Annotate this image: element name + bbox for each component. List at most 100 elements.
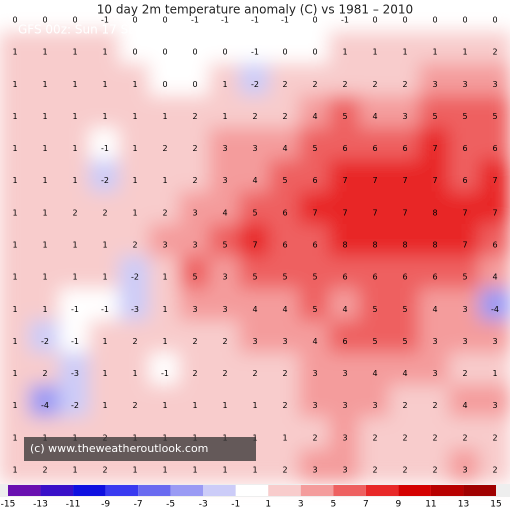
anomaly-value: 4 (492, 273, 497, 282)
anomaly-cell (0, 159, 31, 194)
anomaly-cell (239, 256, 271, 291)
anomaly-value: 2 (282, 401, 287, 410)
anomaly-cell (239, 288, 271, 323)
colorbar-bin (73, 485, 106, 496)
anomaly-cell (89, 159, 121, 194)
anomaly-value: 3 (462, 80, 467, 89)
anomaly-value: 2 (282, 465, 287, 474)
anomaly-cell (0, 0, 31, 34)
anomaly-value: 1 (12, 241, 17, 250)
anomaly-value: 2 (432, 433, 437, 442)
anomaly-cell (479, 384, 510, 419)
anomaly-value: -1 (281, 16, 289, 25)
anomaly-cell (389, 288, 421, 323)
anomaly-cell (0, 191, 31, 226)
anomaly-value: 1 (12, 465, 17, 474)
anomaly-cell (0, 31, 31, 66)
anomaly-cell (89, 288, 121, 323)
colorbar-bin (138, 485, 171, 496)
anomaly-value: 1 (132, 176, 137, 185)
anomaly-value: 5 (462, 273, 467, 282)
anomaly-cell (359, 127, 391, 162)
anomaly-cell (389, 384, 421, 419)
anomaly-cell (29, 191, 61, 226)
anomaly-value: 2 (342, 80, 347, 89)
anomaly-values: 0 0 0 -1 0 0 -1 -1 -1 -1 0 -1 0 0 0 0 0 1 1 1 1 0 0 0 0 -1 0 0 1 1 1 1 1… (12, 16, 499, 475)
anomaly-value: 1 (162, 112, 167, 121)
anomaly-value: 7 (492, 176, 497, 185)
anomaly-cell (449, 127, 481, 162)
anomaly-cell (389, 63, 421, 98)
anomaly-cell (269, 256, 301, 291)
anomaly-cell (419, 63, 451, 98)
anomaly-value: 3 (492, 401, 497, 410)
anomaly-field (0, 0, 510, 483)
anomaly-cell (419, 448, 451, 483)
anomaly-value: 5 (402, 337, 407, 346)
anomaly-value: 2 (432, 465, 437, 474)
anomaly-value: 1 (42, 176, 47, 185)
anomaly-value: 1 (12, 176, 17, 185)
anomaly-cell (29, 159, 61, 194)
anomaly-value: 6 (342, 273, 347, 282)
anomaly-value: 1 (12, 337, 17, 346)
anomaly-cell (449, 63, 481, 98)
anomaly-value: 1 (222, 401, 227, 410)
anomaly-cell (299, 416, 331, 451)
anomaly-value: 1 (372, 48, 377, 57)
anomaly-value: 1 (72, 80, 77, 89)
anomaly-cell (0, 384, 31, 419)
anomaly-cell (389, 31, 421, 66)
anomaly-value: 3 (432, 80, 437, 89)
anomaly-value: 8 (402, 241, 407, 250)
colorbar-bin (398, 485, 431, 496)
anomaly-value: 7 (252, 241, 257, 250)
anomaly-value: 3 (462, 305, 467, 314)
anomaly-cell (149, 127, 181, 162)
anomaly-cell (59, 191, 91, 226)
anomaly-cell (179, 159, 211, 194)
anomaly-cell (209, 159, 241, 194)
anomaly-cell (29, 256, 61, 291)
anomaly-value: 5 (492, 112, 497, 121)
anomaly-cell (239, 63, 271, 98)
anomaly-value: 6 (342, 144, 347, 153)
anomaly-value: 1 (252, 465, 257, 474)
anomaly-cell (299, 288, 331, 323)
anomaly-cell (119, 191, 151, 226)
anomaly-value: 1 (162, 176, 167, 185)
colorbar-label: -11 (66, 500, 81, 510)
anomaly-cell (299, 384, 331, 419)
anomaly-value: 0 (372, 16, 377, 25)
anomaly-value: 2 (492, 433, 497, 442)
anomaly-cell (359, 63, 391, 98)
anomaly-value: -1 (221, 16, 229, 25)
colorbar-bin (463, 485, 496, 496)
anomaly-cell (389, 0, 421, 34)
anomaly-cell (89, 191, 121, 226)
colorbar-label: 5 (330, 500, 336, 510)
anomaly-cell (119, 127, 151, 162)
anomaly-value: 2 (192, 176, 197, 185)
anomaly-value: 1 (402, 48, 407, 57)
anomaly-cell (59, 288, 91, 323)
anomaly-cell (359, 352, 391, 387)
anomaly-cell (359, 416, 391, 451)
colorbar-bin (235, 485, 269, 496)
anomaly-value: 5 (402, 305, 407, 314)
anomaly-value: 3 (282, 337, 287, 346)
anomaly-value: 6 (402, 144, 407, 153)
anomaly-value: 1 (192, 465, 197, 474)
anomaly-value: 1 (72, 112, 77, 121)
anomaly-cell (149, 0, 181, 34)
anomaly-value: 5 (372, 305, 377, 314)
anomaly-cell (0, 256, 31, 291)
anomaly-value: -1 (101, 16, 109, 25)
anomaly-cell (269, 288, 301, 323)
anomaly-value: -3 (131, 305, 139, 314)
anomaly-value: 2 (312, 80, 317, 89)
anomaly-cell (389, 320, 421, 355)
anomaly-value: 7 (492, 208, 497, 217)
anomaly-value: 6 (462, 176, 467, 185)
anomaly-value: 4 (342, 305, 347, 314)
